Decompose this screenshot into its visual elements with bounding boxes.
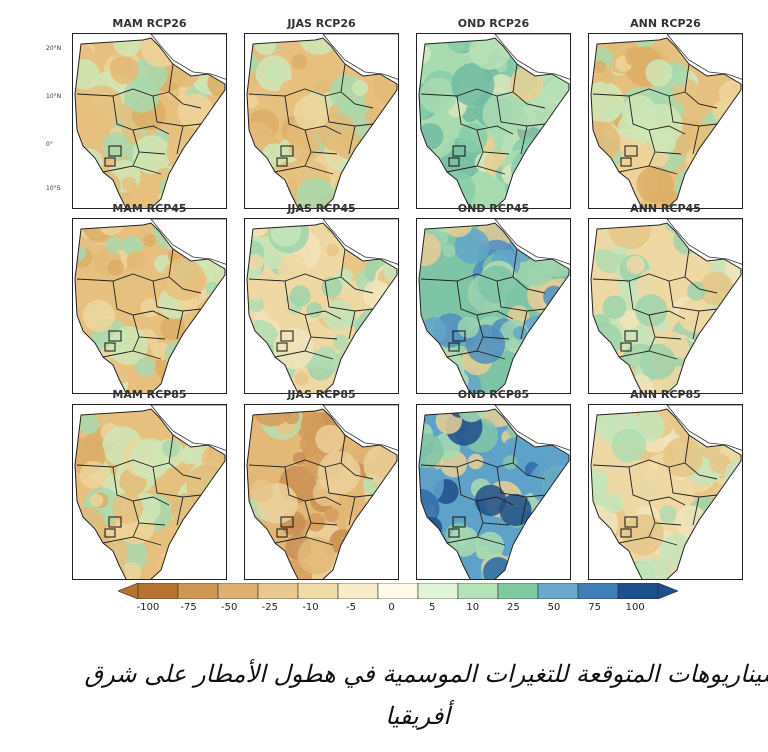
map-svg: [417, 219, 570, 393]
panel-title: MAM RCP45: [112, 202, 187, 215]
colorbar: [118, 583, 678, 599]
colorbar-segment: [417, 583, 459, 599]
colorbar-arrow-right: [657, 583, 678, 599]
panel-title: ANN RCP45: [630, 202, 701, 215]
colorbar-segment: [257, 583, 299, 599]
colorbar-arrow-left: [118, 583, 139, 599]
map-svg: [589, 405, 742, 579]
map-panel-jjas-rcp85: [244, 404, 399, 580]
lat-label: 10°S: [46, 185, 61, 192]
map-svg: [245, 219, 398, 393]
map-panel-ann-rcp45: [588, 218, 743, 394]
colorbar-tick-label: -10: [302, 602, 319, 613]
caption-line-1: سيناريوهات المتوقعة للتغيرات الموسمية في…: [84, 660, 768, 688]
colorbar-segment: [377, 583, 419, 599]
colorbar-segment: [137, 583, 179, 599]
colorbar-tick-label: 10: [466, 602, 480, 613]
colorbar-segment: [497, 583, 539, 599]
lat-label: 20°N: [46, 45, 62, 52]
colorbar-segment: [457, 583, 499, 599]
colorbar-tick-label: -25: [261, 602, 278, 613]
map-svg: [73, 34, 226, 208]
colorbar-tick-label: 100: [625, 602, 645, 613]
map-panel-jjas-rcp26: [244, 33, 399, 209]
map-panel-mam-rcp26: [72, 33, 227, 209]
map-panel-mam-rcp85: [72, 404, 227, 580]
map-svg: [245, 405, 398, 579]
colorbar-segment: [337, 583, 379, 599]
colorbar-tick-label: 75: [588, 602, 601, 613]
colorbar-tick-label: 25: [507, 602, 520, 613]
panel-title: MAM RCP26: [112, 17, 187, 30]
colorbar-tick-label: 5: [429, 602, 436, 613]
colorbar-segment: [177, 583, 219, 599]
colorbar-tick-label: -50: [221, 602, 238, 613]
panel-title: JJAS RCP26: [287, 17, 356, 30]
map-panel-ann-rcp85: [588, 404, 743, 580]
panel-title: JJAS RCP85: [287, 388, 356, 401]
panel-title: ANN RCP85: [630, 388, 701, 401]
colorbar-tick-label: -75: [180, 602, 197, 613]
map-svg: [589, 34, 742, 208]
panel-title: OND RCP85: [457, 388, 530, 401]
colorbar-tick-label: -5: [346, 602, 356, 613]
colorbar-segment: [617, 583, 659, 599]
colorbar-segment: [297, 583, 339, 599]
map-svg: [73, 219, 226, 393]
map-svg: [245, 34, 398, 208]
colorbar-segment: [217, 583, 259, 599]
panel-title: MAM RCP85: [112, 388, 187, 401]
panel-title: OND RCP26: [457, 17, 530, 30]
map-svg: [73, 405, 226, 579]
colorbar-tick-label: 0: [388, 602, 395, 613]
map-panel-jjas-rcp45: [244, 218, 399, 394]
panel-title: ANN RCP26: [630, 17, 701, 30]
map-grid: MAM RCP26 20°N 10°N 0° 10°S JJAS RCP26 OND R…: [46, 17, 743, 580]
colorbar-tick-label: -100: [136, 602, 160, 613]
colorbar-tick-label: 50: [547, 602, 561, 613]
lat-label: 0°: [46, 141, 53, 148]
map-svg: [417, 34, 570, 208]
lat-label: 10°N: [46, 93, 62, 100]
map-panel-ond-rcp26: [416, 33, 571, 209]
map-panel-mam-rcp45: [72, 218, 227, 394]
caption-line-2: أفريقيا: [385, 702, 450, 730]
panel-title: JJAS RCP45: [287, 202, 356, 215]
colorbar-segment: [577, 583, 619, 599]
colorbar-segment: [537, 583, 579, 599]
panel-title: OND RCP45: [457, 202, 530, 215]
map-svg: [417, 405, 570, 579]
map-panel-ond-rcp45: [416, 218, 571, 394]
map-svg: [589, 219, 742, 393]
map-panel-ond-rcp85: [416, 404, 571, 580]
map-panel-ann-rcp26: [588, 33, 743, 209]
